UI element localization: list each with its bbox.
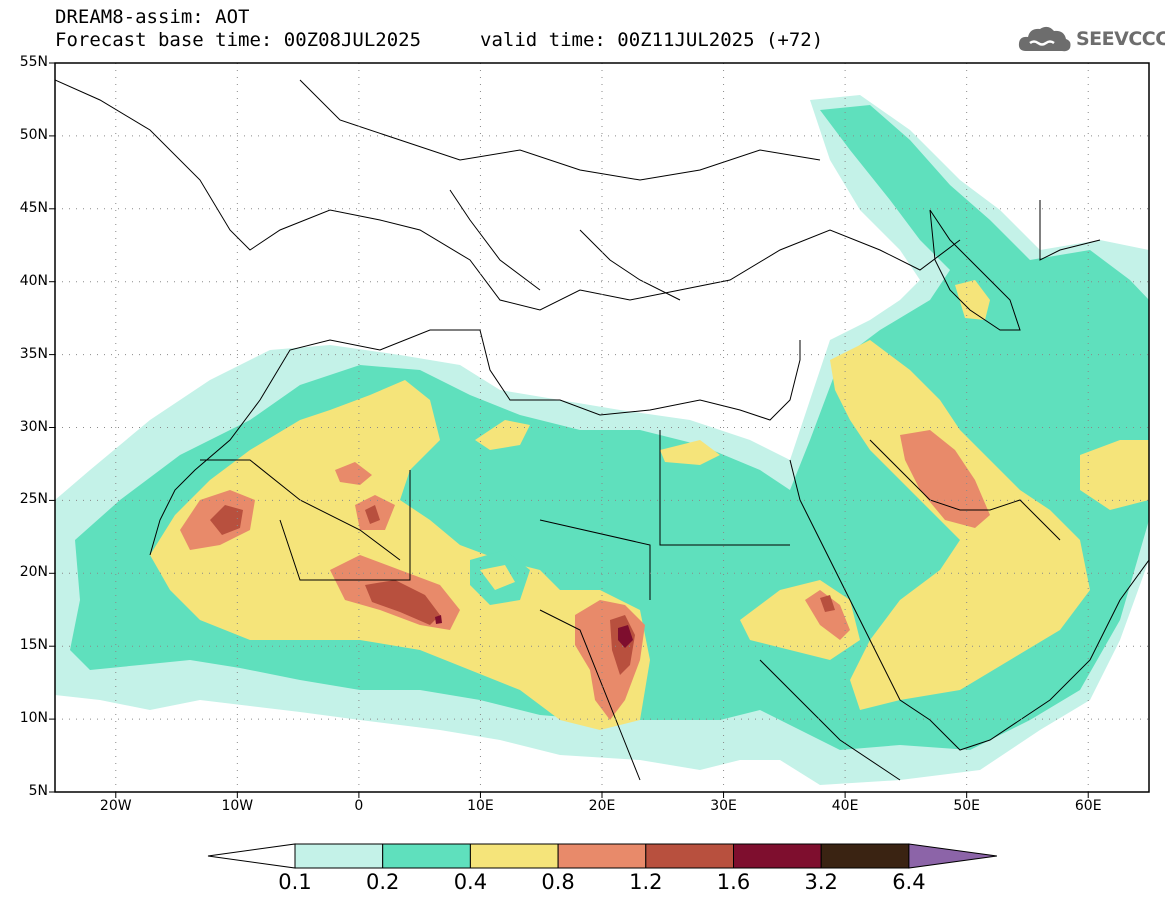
- lat-label: 35N: [19, 345, 48, 362]
- colorbar-swatch: [820, 843, 910, 869]
- aot-field: [55, 95, 1149, 785]
- lat-label: 50N: [19, 126, 48, 143]
- colorbar-swatch: [469, 843, 559, 869]
- colorbar-swatch: [557, 843, 647, 869]
- colorbar-below-triangle: [207, 843, 296, 869]
- colorbar-level-label: 0.2: [365, 870, 400, 894]
- lat-label: 40N: [19, 272, 48, 289]
- colorbar-level-label: 0.4: [453, 870, 488, 894]
- lon-label: 60E: [1074, 798, 1102, 814]
- lon-label: 40E: [831, 798, 859, 814]
- colorbar-level-label: 6.4: [892, 870, 926, 894]
- lon-label: 20E: [588, 798, 616, 814]
- colorbar-swatch: [645, 843, 734, 869]
- map-grid: [55, 63, 1149, 792]
- colorbar-swatch: [294, 843, 384, 869]
- lon-label: 20W: [99, 798, 132, 814]
- logo-text: SEEVCCC: [1076, 28, 1165, 50]
- colorbar-level-label: 0.8: [541, 870, 575, 894]
- coastlines: [55, 79, 1149, 781]
- lat-label: 10N: [19, 710, 48, 727]
- lat-label: 30N: [19, 418, 48, 435]
- lat-label: 20N: [19, 564, 48, 581]
- lat-label: 25N: [19, 491, 48, 508]
- valid-time: valid time: 00Z11JUL2025 (+72): [480, 29, 824, 51]
- colorbar-level-label: 1.6: [716, 870, 751, 894]
- seevccc-logo: SEEVCCC: [1016, 22, 1165, 56]
- colorbar-level-label: 3.2: [804, 870, 838, 894]
- lat-label: 5N: [28, 783, 48, 799]
- lon-label: 10W: [221, 798, 254, 814]
- lon-label: 0: [354, 798, 364, 814]
- map-title: DREAM8-assim: AOT: [55, 6, 250, 28]
- colorbar-above-triangle: [908, 843, 997, 869]
- colorbar-level-label: 1.2: [629, 870, 663, 894]
- lat-label: 45N: [19, 199, 48, 216]
- colorbar-swatch: [382, 843, 471, 869]
- cloud-logo-icon: [1018, 26, 1071, 52]
- lon-label: 50E: [953, 798, 980, 814]
- lat-label: 55N: [19, 54, 48, 70]
- colorbar-swatch: [733, 843, 822, 869]
- colorbar-level-label: 0.1: [278, 870, 312, 894]
- forecast-base-time: Forecast base time: 00Z08JUL2025: [55, 29, 422, 51]
- lon-label: 10E: [467, 798, 494, 814]
- lon-label: 30E: [710, 798, 737, 814]
- lat-label: 15N: [19, 637, 48, 654]
